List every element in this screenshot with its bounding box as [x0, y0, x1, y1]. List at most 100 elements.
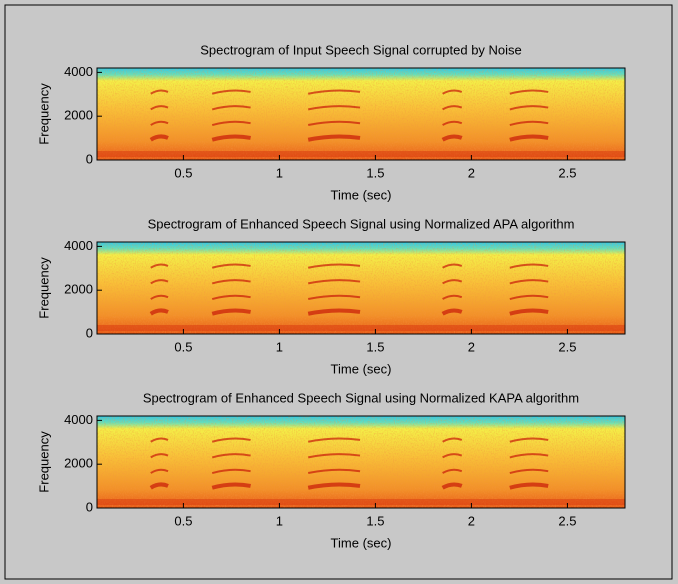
x-tick-label: 2 — [468, 513, 475, 528]
y-axis-label: Frequency — [36, 257, 51, 319]
x-tick-label: 0.5 — [174, 513, 192, 528]
formant-streak — [211, 482, 251, 490]
formant-streak — [149, 482, 169, 490]
formant-streak — [307, 120, 361, 127]
bottom-band — [97, 499, 625, 505]
formant-streak — [509, 105, 549, 111]
y-tick-label: 0 — [86, 151, 93, 166]
y-axis-label: Frequency — [36, 431, 51, 493]
formant-streak — [442, 453, 463, 459]
formant-streak — [442, 89, 463, 95]
formant-streak — [307, 453, 361, 459]
formant-streak — [150, 120, 169, 126]
formant-streak — [150, 468, 169, 474]
y-tick-label: 4000 — [64, 238, 93, 253]
chart-title: Spectrogram of Enhanced Speech Signal us… — [143, 390, 579, 405]
formant-streak — [442, 279, 463, 285]
x-tick-label: 1 — [276, 165, 283, 180]
formant-streak — [307, 279, 361, 285]
x-tick-label: 2 — [468, 165, 475, 180]
chart-title: Spectrogram of Input Speech Signal corru… — [200, 42, 522, 57]
y-tick-label: 2000 — [64, 282, 93, 297]
y-tick-label: 0 — [86, 499, 93, 514]
formant-streak — [442, 294, 463, 300]
x-axis-label: Time (sec) — [331, 187, 392, 202]
formant-streak — [307, 105, 361, 111]
formant-streak — [211, 468, 251, 475]
formant-streak — [509, 263, 549, 269]
formant-streak — [509, 308, 549, 316]
x-tick-label: 1 — [276, 513, 283, 528]
spectrogram-image — [97, 242, 625, 334]
formant-streak — [509, 294, 549, 301]
formant-streak — [211, 134, 251, 142]
formant-streak — [150, 105, 169, 111]
formant-streak — [211, 120, 251, 127]
x-tick-label: 2.5 — [558, 513, 576, 528]
formant-streak — [149, 134, 169, 142]
formant-streak — [150, 263, 169, 269]
formant-streak — [509, 453, 549, 459]
formant-streak — [211, 294, 251, 301]
spectrogram-image — [97, 416, 625, 508]
formant-streak — [150, 294, 169, 300]
formant-streak — [509, 89, 549, 95]
spectrogram-noise — [97, 242, 625, 334]
formant-streak — [441, 308, 463, 316]
formant-streak — [211, 437, 251, 443]
formant-streak — [211, 279, 251, 285]
chart-title: Spectrogram of Enhanced Speech Signal us… — [148, 216, 575, 231]
formant-streak — [307, 263, 361, 269]
formant-streak — [149, 308, 169, 316]
spectrogram-image — [97, 68, 625, 160]
formant-streak — [211, 453, 251, 459]
bottom-band — [97, 325, 625, 331]
x-tick-label: 2 — [468, 339, 475, 354]
y-tick-label: 4000 — [64, 64, 93, 79]
y-tick-label: 2000 — [64, 108, 93, 123]
formant-streak — [509, 482, 549, 490]
y-tick-label: 0 — [86, 325, 93, 340]
formant-streak — [442, 263, 463, 269]
formant-streak — [509, 279, 549, 285]
y-axis-label: Frequency — [36, 83, 51, 145]
formant-streak — [509, 134, 549, 142]
formant-streak — [211, 105, 251, 111]
x-axis-label: Time (sec) — [331, 535, 392, 550]
x-axis-label: Time (sec) — [331, 361, 392, 376]
formant-streak — [509, 437, 549, 443]
formant-streak — [150, 89, 169, 95]
axes-box — [96, 67, 626, 161]
formant-streak — [307, 308, 361, 316]
formant-streak — [211, 263, 251, 269]
x-tick-label: 2.5 — [558, 339, 576, 354]
formant-streak — [307, 134, 361, 142]
spectrogram-noise — [97, 416, 625, 508]
axes-box — [96, 241, 626, 335]
formant-streak — [307, 89, 361, 95]
y-tick-label: 4000 — [64, 412, 93, 427]
formant-streak — [509, 468, 549, 475]
formant-streak — [307, 482, 361, 490]
x-tick-label: 1.5 — [366, 339, 384, 354]
y-tick-label: 2000 — [64, 456, 93, 471]
x-tick-label: 0.5 — [174, 339, 192, 354]
formant-streak — [307, 437, 361, 443]
formant-streak — [211, 308, 251, 316]
formant-streak — [150, 279, 169, 285]
formant-streak — [307, 294, 361, 301]
axes-box — [96, 415, 626, 509]
bottom-band — [97, 151, 625, 157]
x-tick-label: 1.5 — [366, 165, 384, 180]
formant-streak — [150, 453, 169, 459]
formant-streak — [211, 89, 251, 95]
spectrogram-noise — [97, 68, 625, 160]
x-tick-label: 2.5 — [558, 165, 576, 180]
formant-streak — [307, 468, 361, 475]
formant-streak — [509, 120, 549, 127]
x-tick-label: 1 — [276, 339, 283, 354]
formant-streak — [441, 482, 463, 490]
formant-streak — [442, 120, 463, 126]
